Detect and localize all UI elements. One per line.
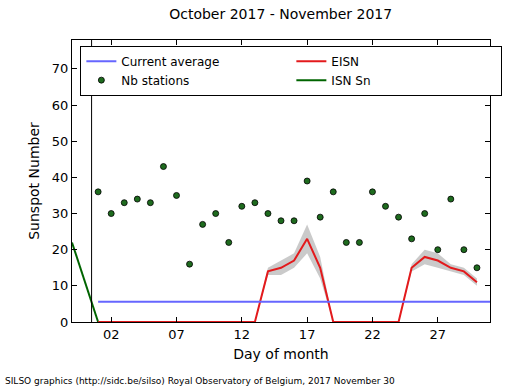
svg-text:0: 0 [60,315,68,330]
svg-text:Day of month: Day of month [233,346,328,362]
svg-text:50: 50 [52,134,69,149]
svg-text:Sunspot Number: Sunspot Number [26,122,42,240]
svg-text:40: 40 [52,170,69,185]
svg-text:October 2017 - November 2017: October 2017 - November 2017 [169,6,392,22]
svg-text:07: 07 [168,327,185,342]
svg-text:12: 12 [234,327,251,342]
svg-text:02: 02 [103,327,120,342]
svg-text:EISN: EISN [331,55,359,69]
svg-text:20: 20 [52,242,69,257]
svg-text:Nb stations: Nb stations [121,74,189,88]
svg-text:22: 22 [364,327,381,342]
svg-text:Current average: Current average [121,55,219,69]
svg-text:70: 70 [52,61,69,76]
svg-text:30: 30 [52,206,69,221]
svg-text:SILSO graphics (http://sidc.be: SILSO graphics (http://sidc.be/silso) Ro… [5,376,395,386]
svg-text:60: 60 [52,98,69,113]
svg-text:17: 17 [299,327,316,342]
svg-text:10: 10 [52,278,69,293]
svg-text:ISN Sn: ISN Sn [331,74,370,88]
svg-text:27: 27 [429,327,446,342]
